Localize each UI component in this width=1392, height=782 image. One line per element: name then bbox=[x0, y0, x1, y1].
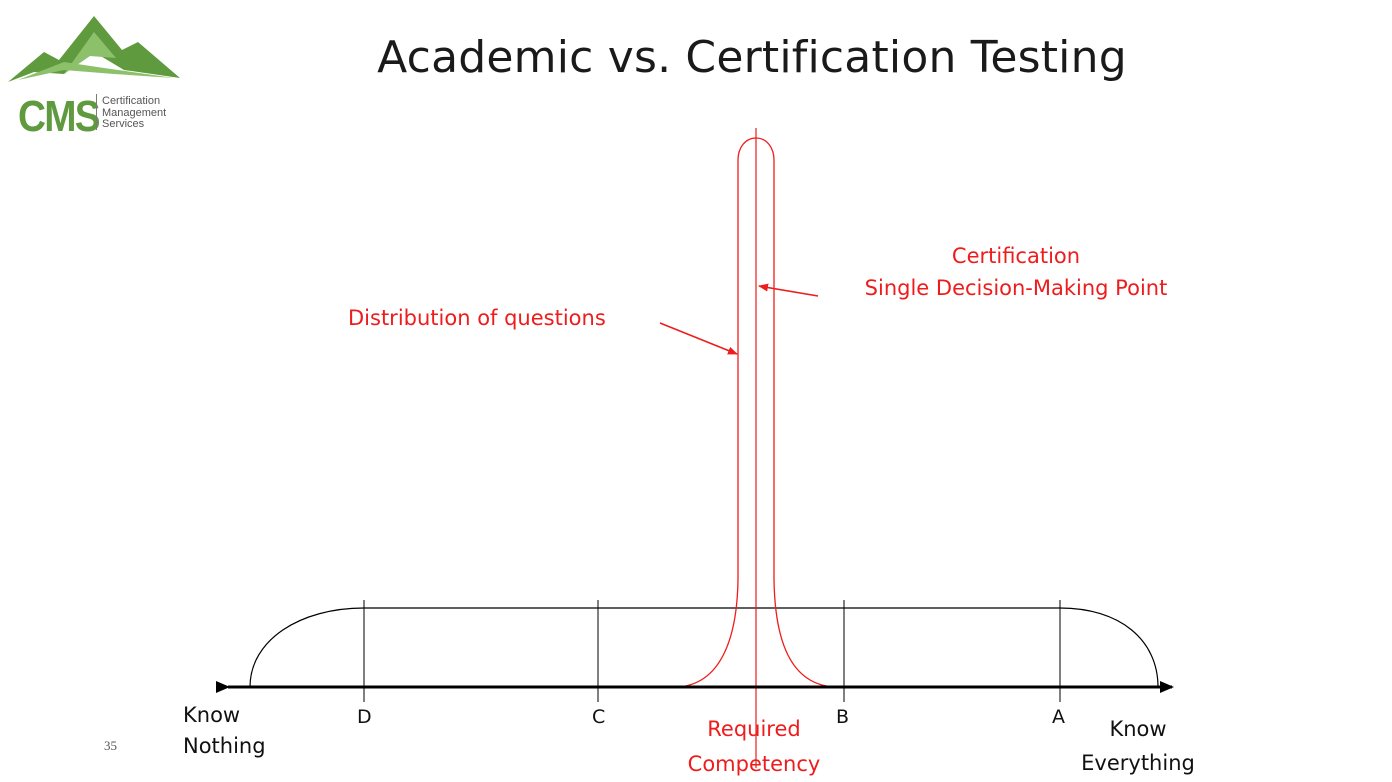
know-everything-line1: Know bbox=[1109, 717, 1167, 741]
required-competency-line1: Required bbox=[707, 717, 801, 741]
logo-subtitle-line3: Services bbox=[102, 118, 145, 130]
tick-label-d: D bbox=[357, 706, 372, 728]
logo-divider bbox=[96, 94, 97, 130]
certification-label-line2: Single Decision-Making Point bbox=[864, 276, 1168, 300]
logo-subtitle-line2: Management bbox=[102, 106, 167, 119]
logo-brand-text: CMS bbox=[18, 92, 101, 141]
certification-label-line1: Certification bbox=[951, 244, 1081, 268]
tick-label-b: B bbox=[836, 706, 850, 728]
page-number: 35 bbox=[104, 738, 117, 753]
logo-subtitle-line1: Certification bbox=[102, 95, 161, 107]
logo-subtitle: Certification Management Services bbox=[102, 95, 167, 131]
slide-title: Academic vs. Certification Testing bbox=[377, 32, 1127, 83]
mountain-logo-icon bbox=[8, 16, 180, 82]
distribution-label: Distribution of questions bbox=[348, 306, 606, 330]
know-nothing-label: Know Nothing bbox=[183, 700, 266, 762]
academic-distribution-curve bbox=[249, 607, 1159, 688]
know-nothing-line2: Nothing bbox=[183, 734, 266, 758]
distribution-pointer-arrow bbox=[659, 322, 738, 355]
certification-pointer-arrow bbox=[758, 283, 819, 297]
know-nothing-line1: Know bbox=[183, 703, 241, 727]
know-everything-label: Know Everything bbox=[1072, 712, 1204, 780]
required-competency-line2: Competency bbox=[687, 752, 821, 776]
required-competency-label: Required Competency bbox=[676, 712, 832, 782]
tick-label-a: A bbox=[1052, 706, 1065, 728]
know-everything-line2: Everything bbox=[1081, 751, 1195, 775]
cms-logo: CMS Certification Management Services bbox=[4, 12, 184, 141]
tick-label-c: C bbox=[592, 706, 606, 728]
certification-label: Certification Single Decision-Making Poi… bbox=[846, 244, 1186, 300]
